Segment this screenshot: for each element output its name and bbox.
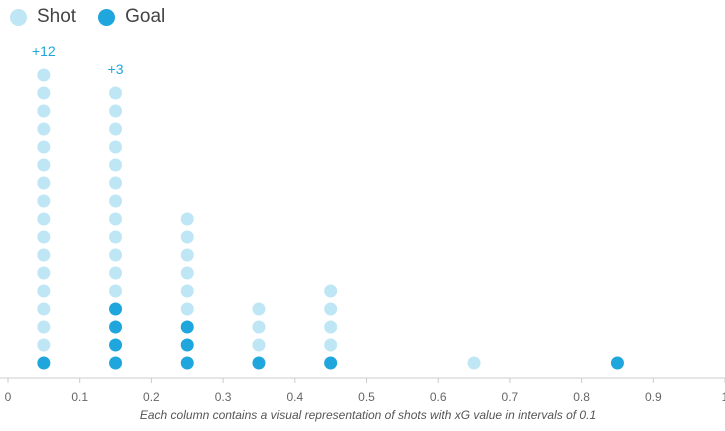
shot-dot [37,266,51,280]
x-tick-label: 1 [722,390,725,404]
shot-dot [109,104,123,118]
goal-swatch-icon [98,8,116,26]
shot-dot [109,122,123,136]
x-tick-label: 0 [5,390,12,404]
shot-dot [252,320,266,334]
legend-label-goal: Goal [125,6,166,27]
legend-label-shot: Shot [37,6,77,27]
x-tick-label: 0.5 [358,390,375,404]
x-tick-label: 0.2 [143,390,160,404]
shot-dot [467,356,481,370]
shot-dot [324,302,338,316]
goal-dot [324,356,338,370]
shot-dot [37,122,51,136]
shot-dot [180,266,194,280]
shot-dot [109,230,123,244]
shot-dot [180,230,194,244]
x-tick-label: 0.8 [573,390,590,404]
goal-dot [252,356,266,370]
shot-dot [180,302,194,316]
x-tick-label: 0.4 [286,390,303,404]
shot-dot [109,194,123,208]
shot-swatch-icon [10,8,27,26]
shot-dot [37,320,51,334]
legend-item-goal[interactable]: Goal [98,6,165,28]
shot-dot [109,284,123,298]
goal-dot [109,338,123,352]
shot-dot [37,140,51,154]
x-tick-label: 0.1 [71,390,88,404]
overflow-label: +12 [32,43,56,59]
overflow-label: +3 [108,61,124,77]
shot-dot [252,302,266,316]
shot-dot [37,302,51,316]
x-tick-label: 0.6 [430,390,447,404]
shot-dot [37,158,51,172]
goal-dot [180,320,194,334]
shot-dot [109,86,123,100]
shot-dot [109,266,123,280]
goal-dot [109,320,123,334]
shot-dot [324,320,338,334]
goal-dot [610,356,624,370]
shot-dot [109,140,123,154]
x-tick-label: 0.7 [502,390,519,404]
goal-dot [180,338,194,352]
shot-dot [37,104,51,118]
legend: Shot Goal [0,0,177,34]
shot-dot [109,248,123,262]
goal-dot [109,302,123,316]
shot-dot [324,284,338,298]
shot-dot [324,338,338,352]
goal-dot [180,356,194,370]
legend-item-shot[interactable]: Shot [10,6,76,28]
chart-caption: Each column contains a visual representa… [139,408,597,422]
shot-xg-chart: 0 0.1 0.2 0.3 0.4 0.5 0.6 0.7 0.8 0.9 1 +12 +3 [0,43,725,404]
shot-dot [180,248,194,262]
shot-dot [37,248,51,262]
shot-dot [180,212,194,226]
x-tick-label: 0.3 [215,390,232,404]
shot-dot [109,176,123,190]
goal-dot [109,356,123,370]
shot-dot [37,68,51,82]
shot-dot [37,284,51,298]
shot-dot [37,86,51,100]
goal-dot [37,356,51,370]
shot-dot [109,158,123,172]
shot-dot [37,176,51,190]
shot-dot [109,212,123,226]
shot-dot [37,212,51,226]
shot-dot [37,230,51,244]
shot-dot [252,338,266,352]
shot-dot [37,194,51,208]
shot-dot [180,284,194,298]
x-tick-label: 0.9 [645,390,662,404]
shot-dot [37,338,51,352]
